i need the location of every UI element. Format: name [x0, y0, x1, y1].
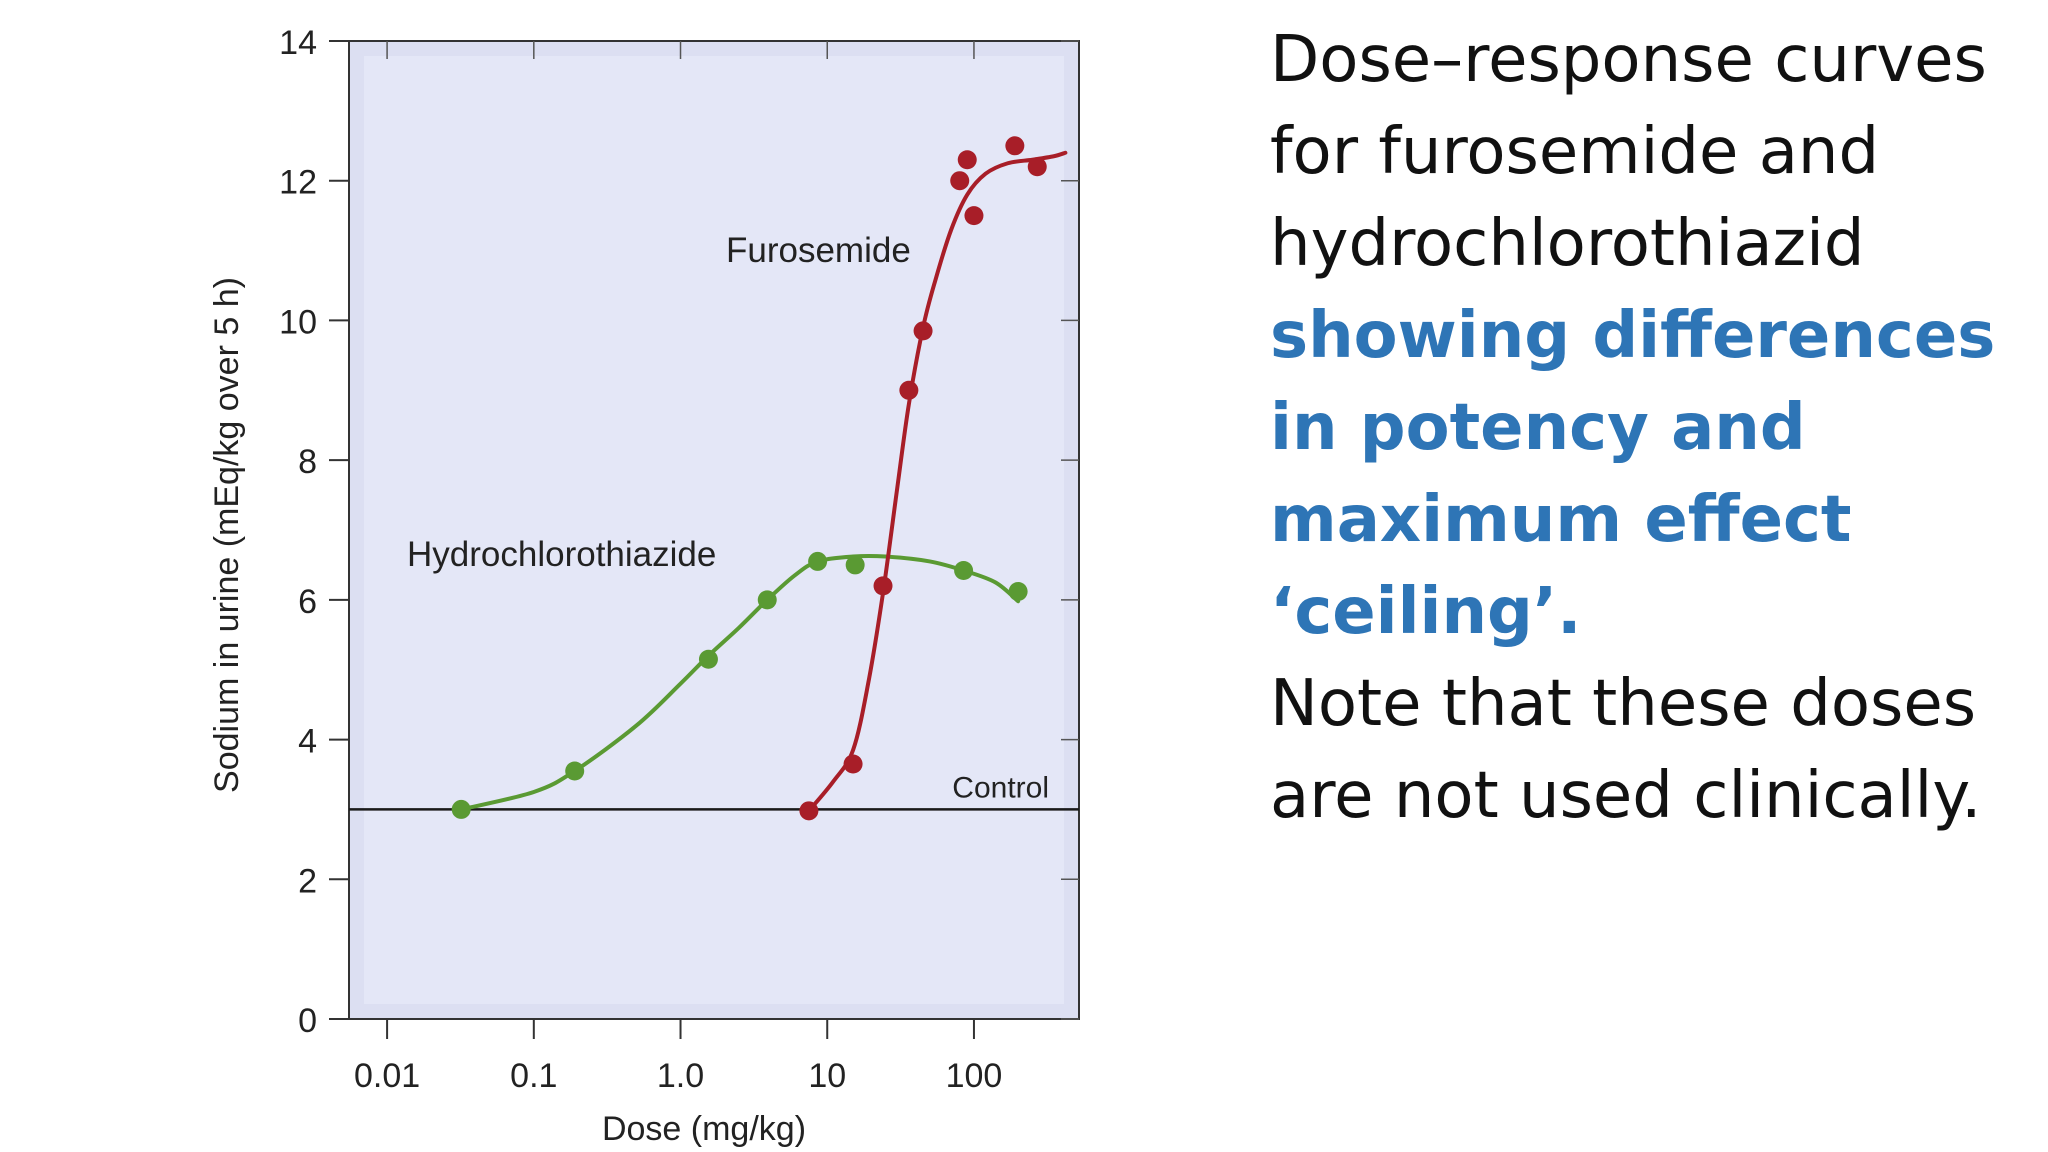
furosemide-point	[843, 754, 863, 774]
y-axis-label: Sodium in urine (mEq/kg over 5 h)	[208, 277, 246, 793]
hydrochlorothiazide-point	[808, 551, 828, 571]
furosemide-point	[799, 801, 819, 821]
series-label-furosemide: Furosemide	[726, 231, 911, 270]
y-tick-label: 10	[279, 303, 317, 341]
hydrochlorothiazide-point	[845, 555, 865, 575]
hydrochlorothiazide-point	[757, 590, 777, 610]
x-tick-label: 10	[808, 1057, 846, 1095]
hydrochlorothiazide-curve	[459, 553, 1021, 812]
furosemide-point	[899, 380, 919, 400]
x-tick-label: 0.01	[354, 1057, 420, 1095]
control-label: Control	[952, 771, 1049, 804]
y-tick-label: 4	[298, 723, 317, 761]
furosemide-point	[1027, 157, 1047, 177]
furosemide-point	[950, 171, 970, 191]
hydrochlorothiazide-point	[1008, 581, 1028, 601]
y-tick-label: 12	[279, 164, 317, 202]
description-highlight: showing differences in potency and maxim…	[1270, 299, 1996, 649]
description-intro: Dose–response curves for furosemide and …	[1270, 23, 1987, 281]
y-tick-label: 14	[279, 24, 317, 62]
y-tick-label: 6	[298, 583, 317, 621]
dose-response-chart: 0 2 4 6 8 10 12 14 0.01 0.1 1.0 10 100 Dose (mg/kg) So…	[208, 24, 1080, 1148]
furosemide-point	[964, 206, 984, 226]
hydrochlorothiazide-point	[451, 799, 471, 819]
furosemide-point	[957, 150, 977, 170]
x-tick-label: 1.0	[657, 1057, 704, 1095]
series-label-hydrochlorothiazide: Hydrochlorothiazide	[407, 535, 716, 574]
y-tick-label: 2	[298, 862, 317, 900]
plot-inner	[364, 56, 1064, 1004]
description-text: Dose–response curves for furosemide and …	[1270, 14, 2030, 842]
hydrochlorothiazide-point	[698, 649, 718, 669]
furosemide-point	[1005, 136, 1025, 156]
furosemide-point	[873, 576, 893, 596]
x-tick-label: 0.1	[510, 1057, 557, 1095]
x-tick-label: 100	[946, 1057, 1003, 1095]
y-tick-label: 8	[298, 443, 317, 481]
hydrochlorothiazide-point	[954, 561, 974, 581]
x-axis-label: Dose (mg/kg)	[602, 1110, 806, 1148]
hydrochlorothiazide-point	[565, 761, 585, 781]
description-note: Note that these doses are not used clini…	[1270, 667, 1982, 833]
furosemide-point	[913, 321, 933, 341]
y-tick-label: 0	[298, 1002, 317, 1040]
